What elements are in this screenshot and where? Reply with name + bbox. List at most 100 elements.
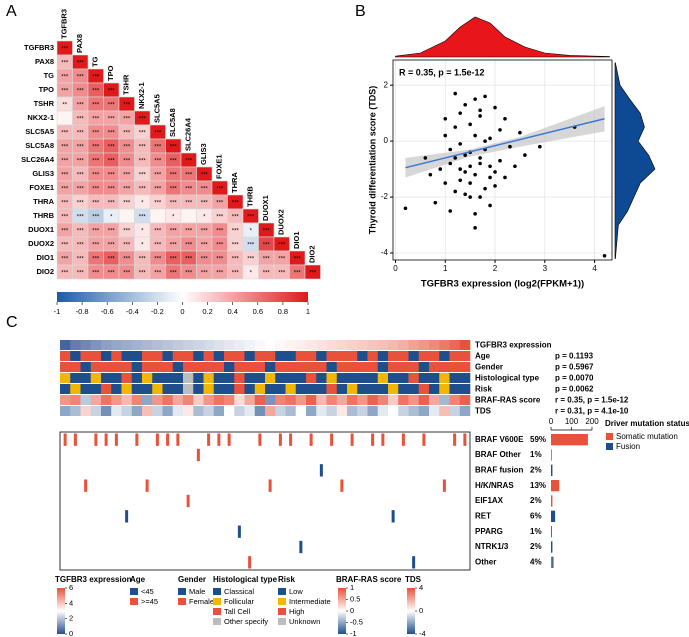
point <box>468 195 472 199</box>
legend-tick-label: -4 <box>419 629 426 637</box>
column-label: THRB <box>246 186 255 207</box>
annotation-cell <box>111 395 122 405</box>
column-label: GLIS3 <box>199 143 208 165</box>
annotation-cell <box>244 406 256 416</box>
annotation-cell <box>306 384 317 394</box>
annotation-cell <box>408 395 420 405</box>
annotation-cell <box>388 362 399 372</box>
mutation-tick <box>350 433 354 446</box>
significance-stars: *** <box>247 215 255 221</box>
annotation-cell <box>203 351 215 361</box>
point <box>423 156 428 160</box>
significance-stars: *** <box>77 229 85 235</box>
annotation-cell <box>162 340 174 350</box>
annotation-cell <box>388 395 399 405</box>
significance-stars: * <box>250 271 253 277</box>
annotation-cell <box>398 362 409 372</box>
annotation-cell <box>183 406 194 416</box>
legend-title: TGFBR3 expression <box>55 575 132 584</box>
annotation-cell <box>265 406 276 416</box>
annotation-cell <box>234 373 245 383</box>
annotation-cell <box>429 362 440 372</box>
significance-stars: *** <box>61 145 69 151</box>
annotation-cell <box>285 406 297 416</box>
point <box>538 144 542 149</box>
annotation-cell <box>60 373 71 383</box>
point <box>523 153 527 157</box>
significance-stars: *** <box>263 243 271 249</box>
colorbar-tick-label: -0.8 <box>76 307 89 316</box>
annotation-cell <box>265 395 276 405</box>
count-bar <box>551 480 560 492</box>
mutation-tick <box>309 433 313 446</box>
point <box>493 170 497 174</box>
significance-stars: *** <box>139 117 147 123</box>
annotation-cell <box>193 340 204 350</box>
significance-stars: *** <box>61 271 69 277</box>
mutation-tick <box>340 479 344 492</box>
column-label: DUOX2 <box>277 209 286 235</box>
significance-stars: *** <box>263 229 271 235</box>
significance-stars: *** <box>278 271 286 277</box>
annotation-cell <box>70 373 81 383</box>
colorbar-tick-label: 0.4 <box>227 307 237 316</box>
significance-stars: *** <box>216 243 224 249</box>
annotation-cell <box>347 395 358 405</box>
legend-label: Male <box>189 587 205 596</box>
annotation-cell <box>213 406 225 416</box>
significance-stars: *** <box>170 243 178 249</box>
legend-title: Age <box>130 575 146 584</box>
annotation-cell <box>336 384 348 394</box>
colorbar-tick-label: 0.6 <box>253 307 263 316</box>
annotation-cell <box>295 406 307 416</box>
annotation-cell <box>254 340 266 350</box>
annotation-cell <box>224 384 235 394</box>
annotation-cell <box>316 351 327 361</box>
heatmap-cell <box>56 110 73 126</box>
heatmap-cell <box>180 208 197 224</box>
significance-stars: *** <box>123 103 131 109</box>
significance-stars: *** <box>92 187 100 193</box>
annotation-cell <box>131 340 143 350</box>
row-label: TGFBR3 <box>24 43 54 52</box>
annotation-cell <box>172 384 184 394</box>
mutation-tick <box>319 464 323 477</box>
significance-stars: * <box>203 215 206 221</box>
annotation-cell <box>429 340 440 350</box>
significance-stars: *** <box>123 117 131 123</box>
annotation-cell <box>326 340 338 350</box>
track-statistic: p = 0.0070 <box>555 374 594 383</box>
annotation-cell <box>121 395 133 405</box>
significance-stars: *** <box>92 159 100 165</box>
heatmap-cell <box>304 264 321 280</box>
legend-label: Somatic mutation <box>616 432 678 441</box>
annotation-cell <box>162 384 174 394</box>
significance-stars: *** <box>61 215 69 221</box>
significance-stars: *** <box>139 131 147 137</box>
significance-stars: *** <box>61 89 69 95</box>
annotation-cell <box>121 406 133 416</box>
legend-swatch <box>178 588 186 595</box>
annotation-cell <box>80 340 92 350</box>
significance-stars: *** <box>247 243 255 249</box>
significance-stars: *** <box>278 243 286 249</box>
gene-label: BRAF V600E <box>475 435 524 444</box>
annotation-cell <box>408 373 420 383</box>
annotation-cell <box>326 384 338 394</box>
annotation-cell <box>306 373 317 383</box>
point <box>458 142 462 146</box>
significance-stars: *** <box>201 173 209 179</box>
point <box>468 164 472 169</box>
row-label: TG <box>44 71 55 80</box>
annotation-cell <box>101 362 112 372</box>
significance-stars: *** <box>92 89 100 95</box>
y-tick-label: -4 <box>381 248 389 257</box>
annotation-cell <box>306 362 317 372</box>
annotation-cell <box>316 384 327 394</box>
annotation-cell <box>244 373 256 383</box>
significance-stars: *** <box>154 145 162 151</box>
annotation-cell <box>367 406 379 416</box>
column-label: SLC5A8 <box>168 108 177 137</box>
significance-stars: *** <box>294 271 302 277</box>
column-label: FOXE1 <box>215 154 224 179</box>
